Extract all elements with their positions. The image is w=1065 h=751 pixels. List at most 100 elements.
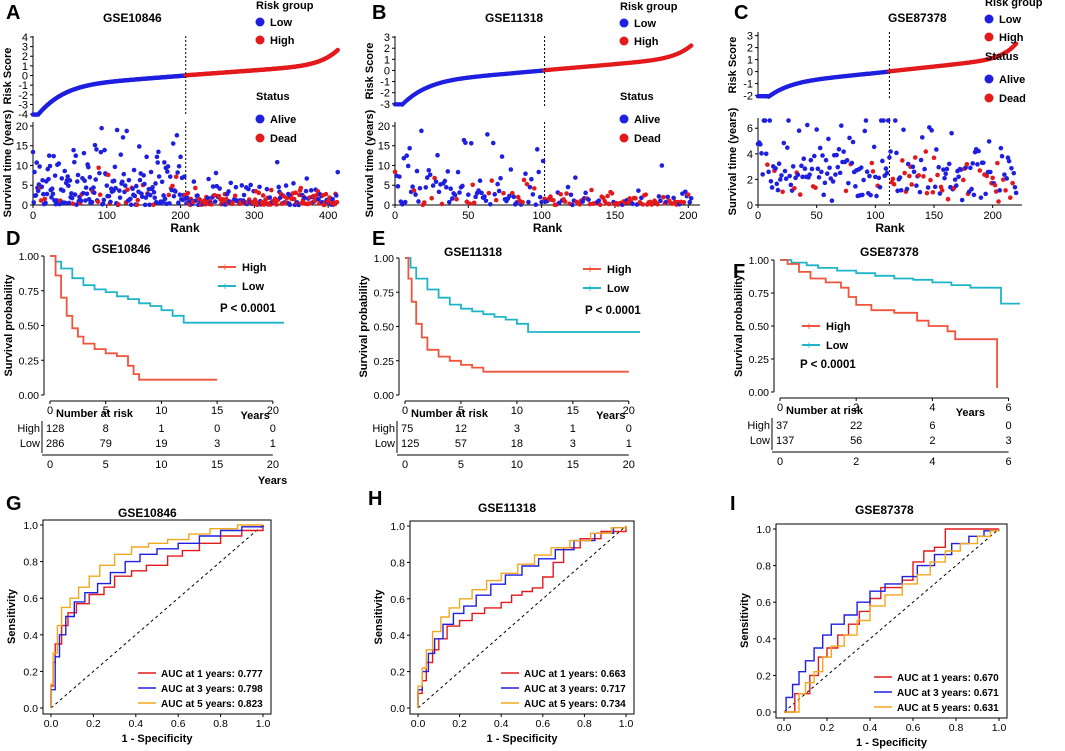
y-tick-label: 1.0 bbox=[756, 524, 771, 536]
dead-point bbox=[996, 199, 1001, 204]
legend-label: AUC at 5 years: 0.734 bbox=[524, 699, 626, 710]
alive-point bbox=[72, 192, 78, 197]
alive-point bbox=[688, 195, 694, 201]
risk-count: 22 bbox=[850, 420, 862, 432]
alive-point bbox=[773, 166, 778, 171]
alive-point bbox=[283, 183, 289, 188]
alive-point bbox=[40, 177, 45, 183]
dead-point bbox=[392, 169, 398, 175]
alive-point bbox=[173, 189, 178, 194]
x-tick-label: 4 bbox=[929, 402, 935, 414]
alive-point bbox=[397, 174, 402, 179]
alive-point bbox=[636, 188, 641, 193]
alive-point bbox=[181, 174, 187, 180]
y-tick-label: 4 bbox=[747, 149, 753, 161]
dead-point bbox=[439, 201, 445, 207]
y-tick-label: 1.00 bbox=[19, 251, 40, 263]
dead-point bbox=[97, 192, 103, 198]
alive-point bbox=[573, 175, 578, 180]
risk-row-label: High bbox=[747, 420, 770, 432]
alive-point bbox=[919, 135, 925, 140]
risk-row-label: Low bbox=[375, 438, 395, 450]
alive-point bbox=[205, 195, 211, 201]
alive-point bbox=[884, 170, 890, 176]
alive-point bbox=[175, 170, 180, 175]
alive-point bbox=[883, 166, 889, 171]
alive-point bbox=[91, 185, 96, 190]
alive-point bbox=[986, 139, 992, 144]
alive-point bbox=[533, 202, 539, 208]
alive-point bbox=[775, 187, 781, 193]
dead-point bbox=[454, 196, 459, 202]
x-tick-label: 15 bbox=[211, 405, 223, 417]
alive-point bbox=[763, 151, 769, 157]
alive-point bbox=[527, 184, 533, 190]
x-tick-label: 15 bbox=[567, 405, 579, 417]
dead-point bbox=[780, 189, 785, 195]
y-tick-label: 0.50 bbox=[374, 322, 395, 334]
dead-point bbox=[429, 195, 434, 201]
alive-point bbox=[801, 156, 807, 162]
alive-point bbox=[819, 169, 824, 175]
risk-count: 3 bbox=[570, 438, 576, 450]
alive-point bbox=[65, 174, 70, 179]
y-tick-label: -4 bbox=[18, 109, 28, 121]
y-tick-label: 0.4 bbox=[390, 630, 405, 642]
dead-point bbox=[902, 170, 907, 176]
legend-label: High bbox=[826, 321, 851, 333]
roc-curve bbox=[50, 524, 263, 708]
alive-point bbox=[814, 127, 819, 132]
risk-count: 137 bbox=[776, 435, 794, 447]
alive-point bbox=[988, 169, 993, 175]
alive-point bbox=[830, 179, 836, 184]
x-tick-label: 5 bbox=[458, 405, 464, 417]
alive-point bbox=[511, 194, 517, 200]
dead-point bbox=[422, 200, 427, 205]
risk-x-tick-label: 20 bbox=[267, 459, 279, 471]
x-tick-label: 0.8 bbox=[949, 722, 964, 734]
alive-point bbox=[862, 128, 868, 134]
y-tick-label: 0.50 bbox=[749, 321, 770, 333]
p-value: P < 0.0001 bbox=[800, 359, 856, 371]
alive-point bbox=[898, 187, 904, 193]
alive-point bbox=[52, 173, 58, 178]
panel-letter: I bbox=[730, 493, 736, 515]
risk-count: 286 bbox=[46, 438, 64, 450]
y-tick-label: 0 bbox=[384, 65, 390, 77]
alive-point bbox=[424, 175, 430, 180]
plot-frame bbox=[409, 520, 635, 715]
alive-point bbox=[787, 173, 792, 179]
alive-point bbox=[136, 144, 142, 149]
y-tick-label: -2 bbox=[743, 91, 753, 103]
y-tick-label: 0.75 bbox=[749, 288, 770, 300]
y-axis-label: Risk Score bbox=[364, 43, 376, 100]
dead-point bbox=[269, 187, 274, 193]
x-tick-label: 0.2 bbox=[452, 718, 467, 730]
alive-point bbox=[86, 164, 91, 170]
alive-point bbox=[758, 142, 763, 147]
dead-point bbox=[869, 160, 875, 166]
alive-point bbox=[864, 169, 870, 175]
alive-point bbox=[174, 133, 180, 138]
dead-point bbox=[633, 195, 638, 201]
y-tick-label: 1.00 bbox=[749, 255, 770, 267]
legend-label: AUC at 3 years: 0.717 bbox=[524, 684, 626, 695]
risk-table-title: Number at risk bbox=[411, 408, 489, 420]
dead-point bbox=[964, 161, 970, 167]
risk-x-tick-label: 10 bbox=[155, 459, 167, 471]
alive-point bbox=[102, 147, 107, 153]
y-tick-label: 0.25 bbox=[749, 354, 770, 366]
alive-point bbox=[460, 183, 465, 189]
alive-point bbox=[308, 188, 314, 193]
alive-point bbox=[60, 188, 66, 194]
alive-point bbox=[72, 159, 77, 165]
alive-point bbox=[156, 149, 161, 155]
alive-point bbox=[768, 178, 774, 184]
alive-point bbox=[69, 195, 75, 201]
dead-point bbox=[116, 202, 121, 207]
alive-point bbox=[148, 169, 154, 175]
alive-point bbox=[785, 145, 790, 150]
